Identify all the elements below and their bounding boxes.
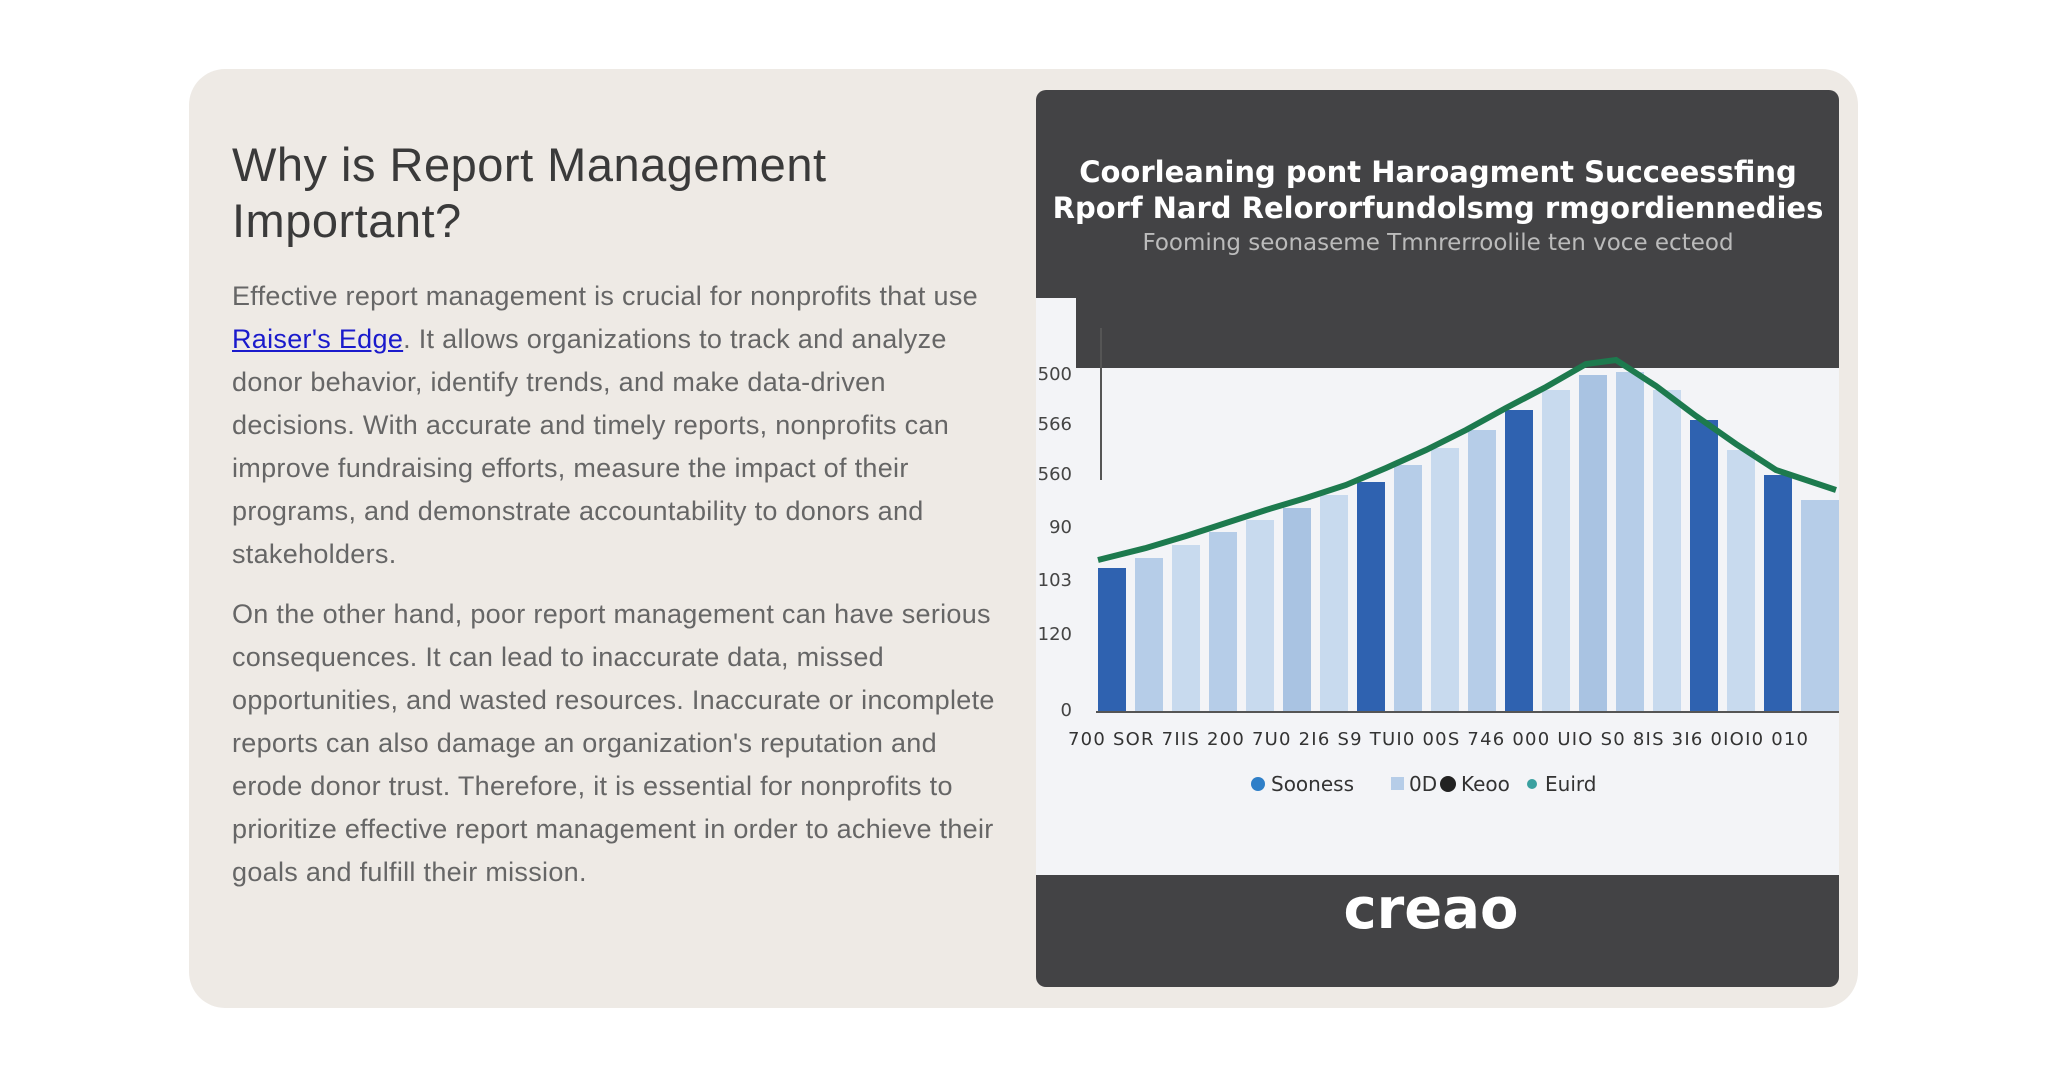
bar (1098, 568, 1126, 712)
paragraph: On the other hand, poor report managemen… (232, 599, 995, 887)
bar (1801, 500, 1839, 712)
bar (1579, 375, 1607, 712)
y-label: 0 (1061, 700, 1072, 721)
y-label: 500 (1038, 364, 1072, 385)
y-label: 120 (1038, 624, 1072, 645)
bar (1172, 545, 1200, 712)
legend: Sooness 0D Keoo Euird (1251, 772, 1596, 796)
legend-swatch (1440, 776, 1456, 792)
bar (1468, 430, 1496, 712)
bar (1542, 390, 1570, 712)
image-title: Coorleaning pont Haroagment Succeessfing (1079, 155, 1797, 189)
image-title: Rporf Nard Relororfundolsmg rmgordienned… (1053, 191, 1824, 225)
article: Why is Report Management Important? Effe… (232, 137, 1002, 911)
bar (1135, 558, 1163, 712)
legend-label: 0D (1409, 772, 1437, 796)
y-label: 103 (1038, 570, 1072, 591)
bar (1653, 390, 1681, 712)
image-subtitle: Fooming seonaseme Tmnrerroolile ten voce… (1142, 230, 1733, 256)
paragraph: Effective report management is crucial f… (232, 275, 1002, 576)
bars (1098, 372, 1839, 712)
bar (1764, 475, 1792, 712)
bar (1727, 450, 1755, 712)
bar (1505, 410, 1533, 712)
y-label: 560 (1038, 464, 1072, 485)
bar (1283, 508, 1311, 712)
content-card: Why is Report Management Important? Effe… (189, 69, 1858, 1008)
y-labels: 500 566 560 90 103 120 0 (1038, 364, 1072, 721)
bar (1246, 520, 1274, 712)
chart-image: Coorleaning pont Haroagment Succeessfing… (1036, 90, 1839, 987)
bar (1320, 495, 1348, 712)
legend-swatch (1527, 779, 1537, 789)
legend-swatch (1251, 777, 1265, 791)
text: . It allows organizations to track and a… (232, 324, 950, 569)
y-label: 90 (1049, 517, 1072, 538)
x-labels: 700 SOR 7IIS 200 7U0 2I6 S9 TUI0 00S 746… (1068, 729, 1808, 750)
text: Effective report management is crucial f… (232, 281, 978, 311)
chart-top (1076, 298, 1839, 368)
logo: creao (1343, 877, 1518, 942)
bar (1690, 420, 1718, 712)
heading: Why is Report Management Important? (232, 138, 827, 247)
illustration: Coorleaning pont Haroagment Succeessfing… (1036, 90, 1839, 987)
bar (1431, 448, 1459, 712)
link[interactable]: Raiser's Edge (232, 324, 404, 354)
bar (1394, 465, 1422, 712)
trend-line (1097, 356, 1837, 563)
legend-label: Keoo (1461, 772, 1510, 796)
y-label: 566 (1038, 414, 1072, 435)
bar (1209, 532, 1237, 712)
bar (1357, 482, 1385, 712)
legend-label: Sooness (1271, 772, 1354, 796)
legend-swatch (1391, 777, 1404, 790)
legend-label: Euird (1545, 772, 1596, 796)
bar (1616, 372, 1644, 712)
